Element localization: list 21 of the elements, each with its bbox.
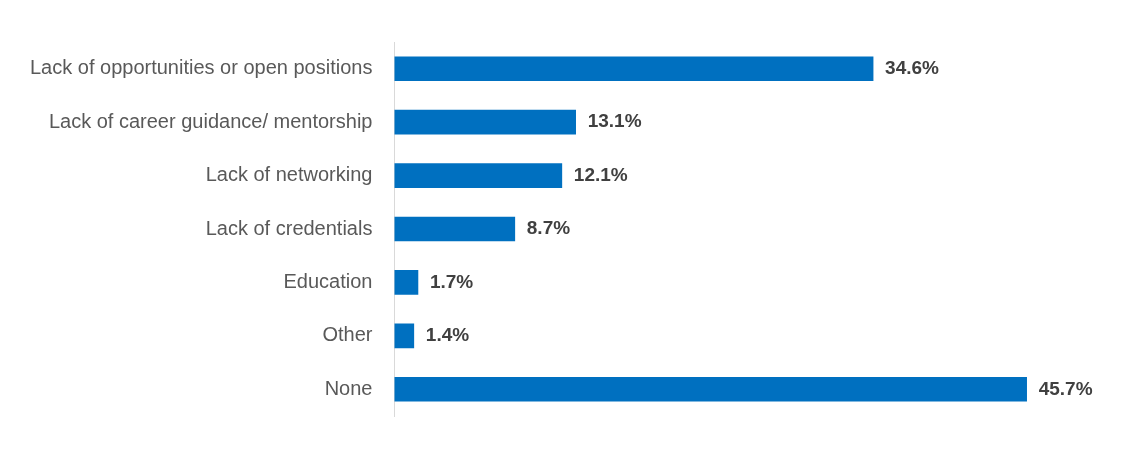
y-tick-label: Lack of opportunities or open positions [29,56,373,79]
data-label: 1.7% [429,270,474,292]
y-tick-label: Lack of credentials [205,216,373,239]
data-label: 13.1% [587,110,642,132]
y-tick-label: Lack of networking [205,163,373,186]
bar [394,270,419,295]
y-tick-label: Lack of career guidance/ mentorship [48,109,373,132]
y-tick-label: Education [283,269,373,292]
data-label: 45.7% [1038,377,1093,399]
bar [394,163,563,188]
y-tick-label: Other [322,323,373,346]
bar [394,56,874,82]
bar [394,376,1027,402]
data-label: 12.1% [573,163,628,185]
data-label: 1.4% [425,324,470,346]
data-label: 8.7% [526,217,571,239]
bar [394,323,415,349]
bar [394,216,516,242]
data-label: 34.6% [885,56,940,78]
bar [394,109,576,135]
y-tick-label: None [324,376,373,399]
